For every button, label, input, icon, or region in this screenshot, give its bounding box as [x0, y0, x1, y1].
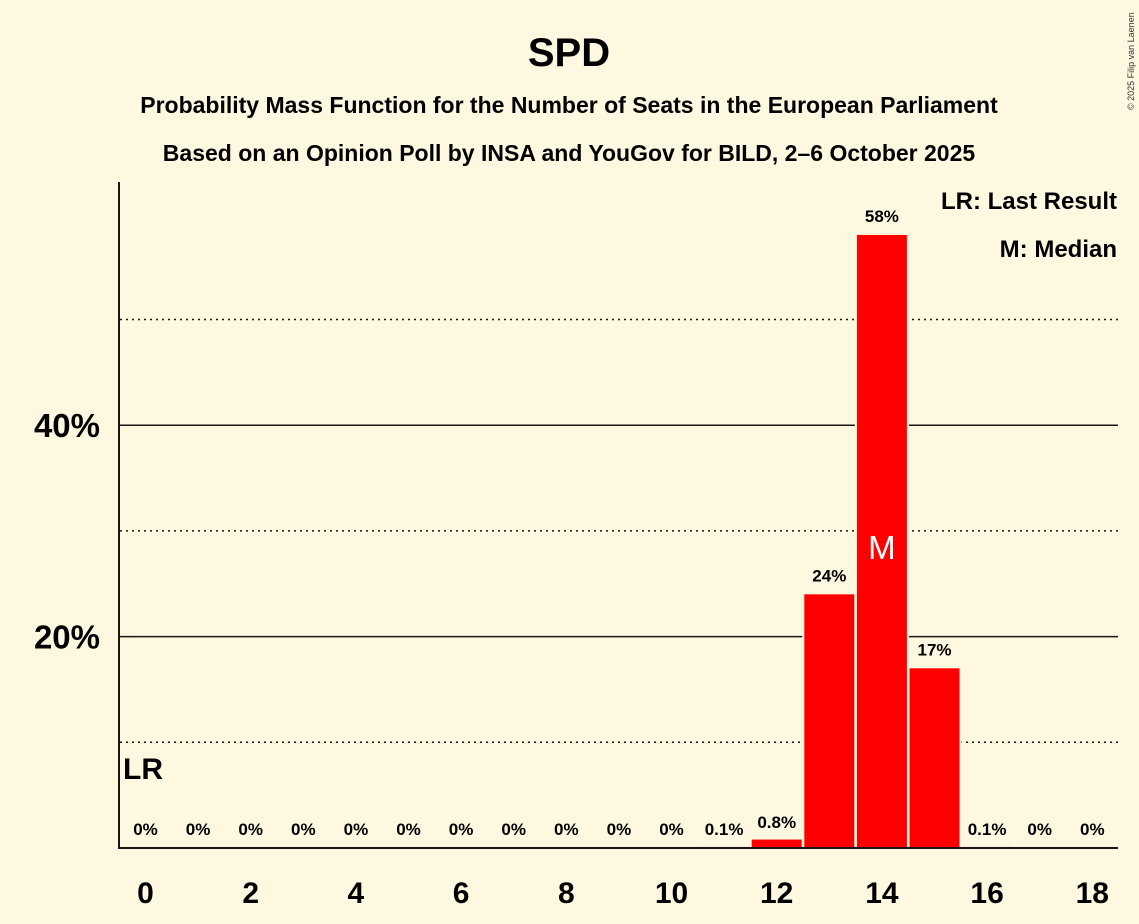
bar-seat-15 [909, 668, 960, 848]
value-label-seat-18: 0% [1080, 820, 1105, 839]
value-label-seat-16: 0.1% [968, 820, 1007, 839]
x-tick-label: 0 [137, 877, 154, 910]
bar-seat-14 [856, 234, 907, 848]
bar-seat-12 [751, 839, 802, 848]
value-label-seat-8: 0% [554, 820, 579, 839]
value-label-seat-2: 0% [238, 820, 263, 839]
value-label-seat-0: 0% [133, 820, 158, 839]
value-label-seat-6: 0% [449, 820, 474, 839]
legend-median: M: Median [1000, 236, 1117, 263]
y-tick-label: 20% [34, 619, 100, 656]
x-tick-label: 6 [453, 877, 470, 910]
value-label-seat-1: 0% [186, 820, 211, 839]
value-label-seat-10: 0% [659, 820, 684, 839]
value-label-seat-7: 0% [501, 820, 526, 839]
value-label-seat-15: 17% [917, 640, 951, 659]
x-tick-label: 18 [1076, 877, 1109, 910]
x-tick-label: 10 [655, 877, 688, 910]
legend-last-result: LR: Last Result [941, 188, 1117, 215]
bar-gap [697, 844, 752, 848]
x-tick-label: 12 [760, 877, 793, 910]
value-labels: 0% 0% 0% 0% 0% 0% 0% 0% 0% 0% 0% 0.1% 0.8% 24% 58% 17% 0… [133, 207, 1104, 839]
y-axis-ticks: 20% 40% [34, 407, 100, 655]
value-label-seat-12: 0.8% [757, 813, 796, 832]
y-tick-label: 40% [34, 407, 100, 444]
chart-subtitle-2: Based on an Opinion Poll by INSA and You… [163, 140, 976, 166]
value-label-seat-4: 0% [344, 820, 369, 839]
value-label-seat-14: 58% [865, 207, 899, 226]
x-tick-label: 8 [558, 877, 575, 910]
x-tick-label: 16 [970, 877, 1003, 910]
value-label-seat-11: 0.1% [705, 820, 744, 839]
x-tick-label: 2 [242, 877, 259, 910]
copyright-notice: © 2025 Filip van Laenen [1126, 12, 1136, 110]
last-result-marker: LR [123, 753, 163, 786]
value-label-seat-13: 24% [812, 566, 846, 585]
value-label-seat-3: 0% [291, 820, 316, 839]
value-label-seat-17: 0% [1027, 820, 1052, 839]
value-label-seat-9: 0% [607, 820, 632, 839]
chart-title: SPD [528, 31, 610, 75]
median-marker: M [868, 529, 896, 566]
value-label-seat-5: 0% [396, 820, 421, 839]
x-tick-label: 14 [865, 877, 899, 910]
x-axis-ticks: 0 2 4 6 8 10 12 14 16 18 [137, 877, 1109, 910]
chart-subtitle-1: Probability Mass Function for the Number… [140, 92, 998, 118]
gridlines [120, 318, 1118, 744]
bar-seat-13 [804, 594, 855, 848]
x-tick-label: 4 [348, 877, 365, 910]
bar-gap [960, 844, 1015, 848]
